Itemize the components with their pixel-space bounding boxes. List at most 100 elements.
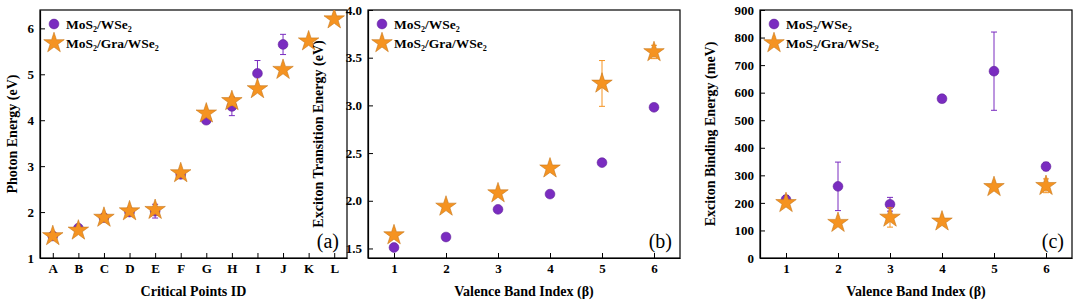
x-axis-title: Valence Band Index (β) xyxy=(846,284,986,300)
point xyxy=(389,243,399,253)
point xyxy=(880,207,900,226)
y-tick-label: 2.5 xyxy=(346,146,363,161)
point xyxy=(43,225,63,244)
legend-label: MoS₂/Gra/WSe₂ xyxy=(786,36,879,51)
point xyxy=(145,199,165,218)
y-tick-label: 5 xyxy=(28,67,35,82)
point xyxy=(592,73,612,92)
x-tick: B xyxy=(75,253,84,276)
y-tick: 5 xyxy=(28,67,46,82)
marks xyxy=(776,32,1056,231)
y-tick-label: 4 xyxy=(28,113,35,128)
y-tick-mark xyxy=(40,258,45,259)
x-tick-label: J xyxy=(280,261,287,276)
y-tick-mark xyxy=(368,105,373,106)
x-tick-label: I xyxy=(255,261,260,276)
y-tick: 2.0 xyxy=(346,193,373,208)
y-tick: 100 xyxy=(735,223,766,238)
point xyxy=(384,224,404,243)
x-tick: 3 xyxy=(887,253,894,276)
x-tick-label: E xyxy=(151,261,160,276)
point xyxy=(776,192,796,211)
legend-symbol xyxy=(764,32,784,51)
x-tick-label: F xyxy=(177,261,185,276)
y-tick-mark xyxy=(40,166,45,167)
y-tick-label: 200 xyxy=(735,196,755,211)
panel-label: (a) xyxy=(317,230,339,253)
y-tick-mark xyxy=(368,58,373,59)
y-tick-mark xyxy=(368,10,373,11)
marks xyxy=(384,41,664,252)
x-tick: H xyxy=(227,253,237,276)
series xyxy=(781,32,1051,211)
x-tick-mark xyxy=(257,253,258,258)
y-axis-line xyxy=(760,11,761,259)
point xyxy=(324,10,344,28)
y-tick-mark xyxy=(760,175,765,176)
y-tick-mark xyxy=(760,203,765,204)
legend-label: MoS₂/WSe₂ xyxy=(394,17,460,32)
point xyxy=(253,68,263,78)
panel-label: (b) xyxy=(649,230,672,253)
point xyxy=(545,189,555,199)
y-tick: 2 xyxy=(28,205,46,220)
x-tick-mark xyxy=(53,253,54,258)
y-tick: 2.5 xyxy=(346,146,373,161)
x-tick-label: C xyxy=(100,261,109,276)
x-tick-label: 6 xyxy=(1043,261,1050,276)
x-tick-mark xyxy=(130,253,131,258)
series xyxy=(384,41,664,244)
point xyxy=(597,158,607,168)
y-tick-mark xyxy=(368,201,373,202)
y-tick: 1.5 xyxy=(346,241,373,256)
series xyxy=(43,10,345,245)
x-tick-label: D xyxy=(125,261,134,276)
x-tick-label: 4 xyxy=(939,261,946,276)
x-tick-label: 3 xyxy=(495,261,502,276)
x-tick-label: 1 xyxy=(783,261,790,276)
x-tick: 4 xyxy=(547,253,554,276)
y-tick-mark xyxy=(40,28,45,29)
x-tick-mark xyxy=(786,253,787,258)
point xyxy=(540,158,560,177)
point xyxy=(644,41,664,60)
point xyxy=(247,78,267,97)
y-tick-label: 500 xyxy=(735,113,755,128)
legend-label: MoS₂/Gra/WSe₂ xyxy=(66,36,159,51)
x-tick-mark xyxy=(155,253,156,258)
point xyxy=(828,212,848,231)
y-tick-label: 3 xyxy=(28,159,35,174)
x-tick-label: H xyxy=(227,261,237,276)
legend-symbol xyxy=(44,32,64,51)
y-tick-label: 400 xyxy=(735,140,755,155)
legend-symbol xyxy=(372,32,392,51)
panel: ABCDEFGHIJKL123456Critical Points IDPhot… xyxy=(5,8,348,299)
x-tick: 6 xyxy=(651,253,658,276)
y-axis: 123456 xyxy=(28,11,46,266)
point xyxy=(984,176,1004,195)
y-tick: 3.0 xyxy=(346,98,373,113)
x-tick: 4 xyxy=(939,253,946,276)
y-axis-title: Photon Energy (eV) xyxy=(5,74,21,193)
point xyxy=(493,204,503,214)
x-axis-title: Valence Band Index (β) xyxy=(454,284,594,300)
point xyxy=(488,182,508,201)
y-tick: 4.0 xyxy=(346,3,373,18)
x-axis: 123456 xyxy=(761,253,1073,276)
x-tick-mark xyxy=(602,253,603,258)
y-tick: 400 xyxy=(735,140,766,155)
x-tick-mark xyxy=(78,253,79,258)
x-tick-mark xyxy=(309,253,310,258)
y-tick-mark xyxy=(760,65,765,66)
x-tick: 1 xyxy=(783,253,790,276)
y-tick-label: 300 xyxy=(735,168,755,183)
y-tick-mark xyxy=(760,38,765,39)
y-tick-label: 6 xyxy=(28,21,35,36)
series xyxy=(776,175,1056,231)
x-tick: L xyxy=(330,253,339,276)
y-tick-mark xyxy=(760,10,765,11)
x-tick-label: 5 xyxy=(599,261,606,276)
point xyxy=(273,59,293,78)
x-tick-mark xyxy=(104,253,105,258)
x-tick-mark xyxy=(942,253,943,258)
